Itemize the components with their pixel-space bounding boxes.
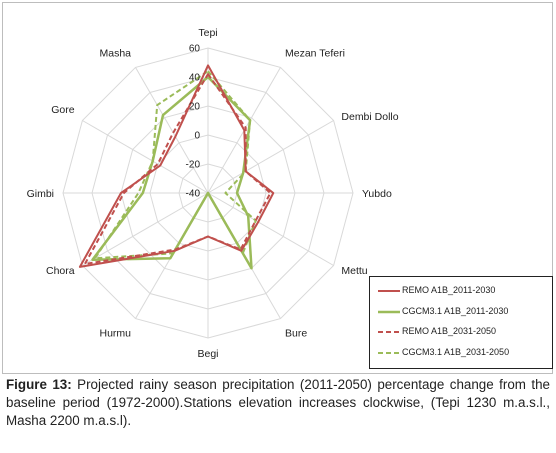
radar-chart: -40 -20 0 20 40 60 Tepi Mezan Teferi Dembi Doll… <box>27 27 399 360</box>
spoke-line <box>82 192 209 266</box>
axis-label: Yubdo <box>362 188 392 200</box>
chart-frame: -40 -20 0 20 40 60 Tepi Mezan Teferi Dembi Doll… <box>2 2 553 374</box>
caption-label: Figure 13: <box>6 377 72 392</box>
legend-swatch <box>378 310 400 314</box>
legend-label: CGCM3.1 A1B_2011-2030 <box>402 306 509 316</box>
caption-text: Projected rainy season precipitation (20… <box>6 377 550 428</box>
legend-item: CGCM3.1 A1B_2011-2030 <box>376 302 548 322</box>
axis-label: Masha <box>99 48 131 60</box>
axis-label: Hurmu <box>99 327 131 339</box>
axis-label: Dembi Dollo <box>341 111 398 123</box>
spoke-line <box>207 120 334 194</box>
legend-label: CGCM3.1 A1B_2031-2050 <box>402 347 510 357</box>
radar-tick-labels: -40 -20 0 20 40 60 <box>186 44 201 200</box>
spoke-line <box>207 192 334 266</box>
radar-series <box>78 64 275 270</box>
series-line <box>94 70 257 260</box>
legend-label: REMO A1B_2031-2050 <box>402 326 497 336</box>
legend-item: REMO A1B_2031-2050 <box>376 322 548 342</box>
tick-label: 0 <box>194 131 200 142</box>
legend: REMO A1B_2011-2030 CGCM3.1 A1B_2011-2030… <box>369 276 553 369</box>
legend-swatch <box>378 290 400 292</box>
tick-label: -20 <box>186 160 201 171</box>
axis-label: Mezan Teferi <box>285 48 345 60</box>
axis-label: Bure <box>285 327 307 339</box>
axis-label: Gimbi <box>27 188 54 200</box>
tick-label: 60 <box>189 44 201 55</box>
axis-label: Gore <box>51 104 75 116</box>
legend-item: CGCM3.1 A1B_2031-2050 <box>376 343 548 363</box>
legend-label: REMO A1B_2011-2030 <box>402 285 496 295</box>
axis-label: Mettu <box>341 265 367 277</box>
axis-label: Begi <box>197 348 218 360</box>
tick-label: -40 <box>186 189 201 200</box>
figure-caption: Figure 13: Projected rainy season precip… <box>6 376 550 430</box>
tick-label: 40 <box>189 73 201 84</box>
series-line <box>83 73 272 265</box>
tick-label: 20 <box>189 102 201 113</box>
legend-swatch <box>378 352 400 354</box>
spoke-line <box>135 67 209 194</box>
radar-axis-labels: Tepi Mezan Teferi Dembi Dollo Yubdo Mettu Bur… <box>27 27 399 360</box>
spoke-line <box>82 120 209 194</box>
axis-label: Tepi <box>198 27 217 39</box>
legend-item: REMO A1B_2011-2030 <box>376 281 548 301</box>
axis-label: Chora <box>46 265 75 277</box>
legend-swatch <box>378 331 400 333</box>
